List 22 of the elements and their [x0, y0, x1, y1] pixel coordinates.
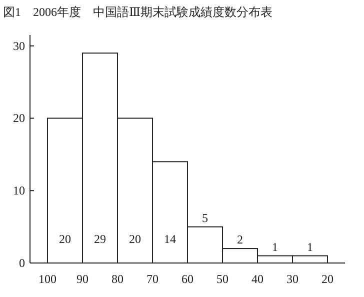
data-label: 29: [94, 232, 106, 246]
y-tick-label: 30: [13, 38, 25, 53]
data-label: 5: [202, 210, 208, 225]
data-label: 1: [307, 240, 313, 254]
data-label: 20: [59, 232, 71, 246]
data-label: 14: [164, 232, 176, 246]
x-tick-label: 70: [146, 272, 158, 286]
y-tick-label: 10: [13, 184, 25, 198]
y-tick-label: 0: [19, 256, 25, 270]
x-tick-label: 60: [182, 272, 194, 286]
x-tick-label: 90: [76, 272, 88, 286]
x-tick-label: 100: [38, 272, 56, 286]
data-label: 2: [237, 232, 243, 247]
chart-title: 図1 2006年度 中国語Ⅲ期末試験成績度数分布表: [3, 5, 273, 19]
x-tick-label: 20: [322, 272, 334, 286]
x-tick-label: 80: [112, 272, 124, 286]
x-tick-label: 40: [252, 272, 264, 286]
x-tick-label: 50: [216, 272, 228, 286]
x-tick-label: 30: [286, 272, 298, 286]
y-tick-label: 20: [13, 111, 25, 126]
data-label: 20: [129, 232, 141, 246]
data-label: 1: [272, 240, 278, 254]
